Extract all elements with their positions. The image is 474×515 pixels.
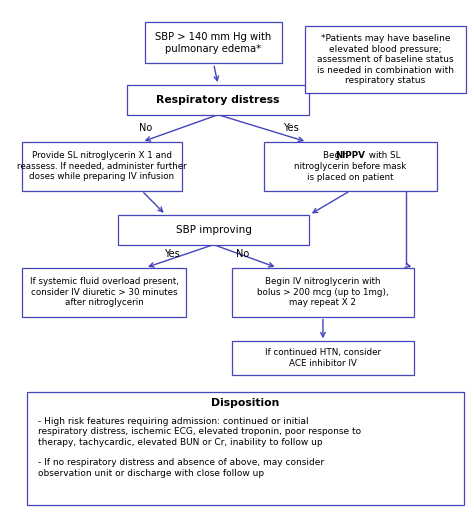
- FancyBboxPatch shape: [22, 142, 182, 191]
- Text: Begin IV nitroglycerin with
bolus > 200 mcg (up to 1mg),
may repeat X 2: Begin IV nitroglycerin with bolus > 200 …: [257, 277, 389, 307]
- Text: Begin: Begin: [322, 150, 350, 160]
- Text: Yes: Yes: [164, 249, 179, 259]
- Text: nitroglycerin before mask: nitroglycerin before mask: [294, 162, 406, 171]
- FancyBboxPatch shape: [22, 268, 186, 317]
- FancyBboxPatch shape: [305, 26, 466, 93]
- FancyBboxPatch shape: [264, 142, 437, 191]
- FancyBboxPatch shape: [27, 392, 464, 505]
- Text: Yes: Yes: [283, 123, 299, 133]
- FancyBboxPatch shape: [127, 85, 309, 115]
- FancyBboxPatch shape: [145, 22, 282, 63]
- FancyBboxPatch shape: [232, 341, 414, 374]
- Text: SBP > 140 mm Hg with
pulmonary edema*: SBP > 140 mm Hg with pulmonary edema*: [155, 32, 272, 54]
- Text: No: No: [236, 249, 249, 259]
- Text: NIPPV: NIPPV: [335, 150, 365, 160]
- Text: *Patients may have baseline
elevated blood pressure;
assessment of baseline stat: *Patients may have baseline elevated blo…: [317, 35, 454, 85]
- Text: is placed on patient: is placed on patient: [307, 173, 393, 182]
- Text: SBP improving: SBP improving: [176, 225, 252, 235]
- FancyBboxPatch shape: [118, 215, 309, 245]
- Text: Respiratory distress: Respiratory distress: [156, 95, 280, 105]
- Text: Disposition: Disposition: [211, 399, 280, 408]
- Text: If systemic fluid overload present,
consider IV diuretic > 30 minutes
after nitr: If systemic fluid overload present, cons…: [30, 277, 179, 307]
- Text: Provide SL nitroglycerin X 1 and
reassess. If needed, administer further
doses w: Provide SL nitroglycerin X 1 and reasses…: [17, 151, 187, 181]
- Text: with SL: with SL: [366, 150, 400, 160]
- Text: If continued HTN, consider
ACE inhibitor IV: If continued HTN, consider ACE inhibitor…: [265, 348, 381, 368]
- Text: - High risk features requiring admission: continued or initial
respiratory distr: - High risk features requiring admission…: [38, 417, 361, 478]
- Text: No: No: [138, 123, 152, 133]
- FancyBboxPatch shape: [232, 268, 414, 317]
